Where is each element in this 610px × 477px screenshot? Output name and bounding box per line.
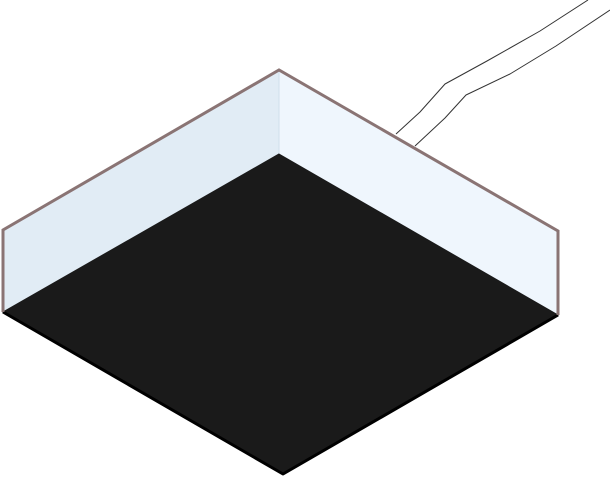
cable-upper — [395, 0, 589, 135]
floor-bottom-edge — [2, 310, 559, 476]
cable-lower — [414, 9, 610, 147]
wall-left — [3, 70, 279, 312]
wall-top-outline — [1, 68, 560, 315]
wall-right — [279, 70, 558, 315]
